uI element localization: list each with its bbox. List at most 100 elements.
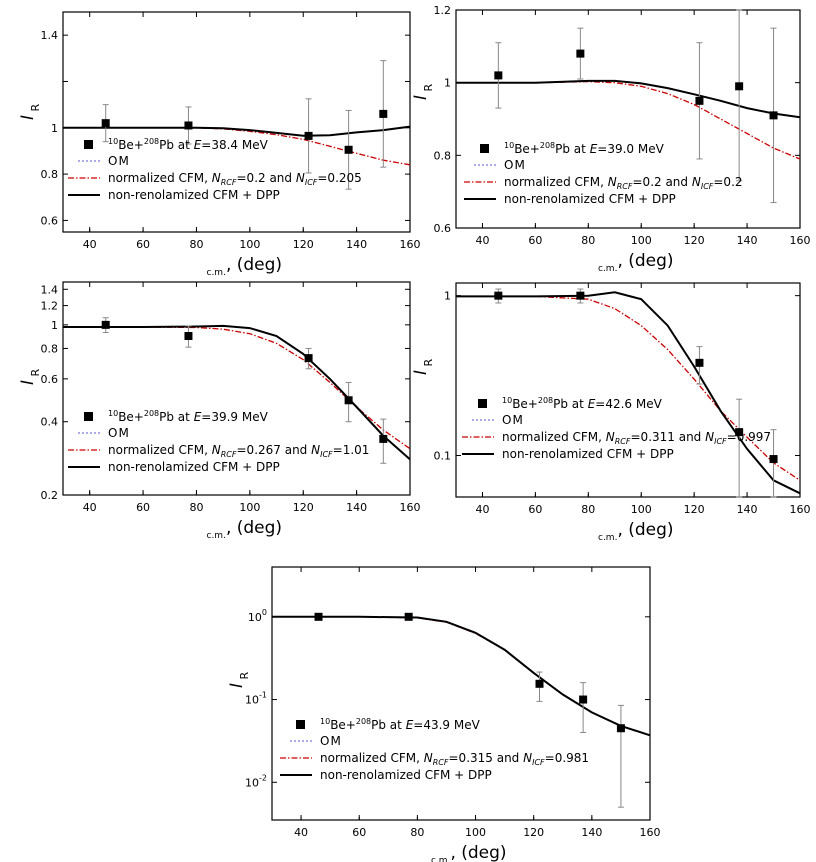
y-tick-label: 1.2 — [41, 300, 59, 313]
y-tick-label: 0.8 — [434, 149, 452, 162]
x-tick-label: 40 — [294, 826, 308, 839]
legend-label-cfm: normalized CFM, NRCF=0.2 and NICF=0.2 — [504, 175, 743, 191]
x-axis-label: c.m., (deg) — [431, 843, 507, 862]
data-point — [184, 121, 193, 130]
legend-marker-data — [480, 144, 489, 153]
y-tick-label: 1 — [51, 122, 58, 135]
x-tick-label: 40 — [475, 234, 489, 247]
y-axis-label: I R — [18, 103, 42, 120]
y-tick-label: 1 — [51, 319, 58, 332]
legend-marker-data — [84, 412, 93, 421]
x-tick-label: 60 — [528, 234, 542, 247]
x-tick-label: 120 — [684, 234, 705, 247]
x-axis-label: c.m., (deg) — [598, 520, 674, 543]
legend-label-dpp: non-renolamized CFM + DPP — [504, 192, 676, 206]
legend-label-data: 10Be+208Pb at E=38.4 MeV — [108, 137, 269, 152]
x-axis-label: c.m., (deg) — [207, 255, 283, 278]
y-axis-label: I R — [18, 368, 42, 385]
data-point — [379, 434, 388, 443]
legend-label-cfm: normalized CFM, NRCF=0.311 and NICF=0.99… — [502, 430, 771, 446]
y-tick-label: 0.1 — [434, 449, 452, 462]
plot-frame — [455, 9, 801, 229]
x-tick-label: 120 — [684, 503, 705, 516]
legend-label-dpp: non-renolamized CFM + DPP — [108, 460, 280, 474]
dpp-curve — [63, 125, 411, 137]
x-tick-label: 60 — [136, 238, 150, 251]
y-tick-label: 1 — [444, 77, 451, 90]
data-point — [576, 49, 585, 58]
y-tick-label: 0.2 — [41, 489, 59, 502]
data-point — [576, 291, 585, 300]
legend: 10Be+208Pb at E=39.0 MeV OM normalized CFM… — [464, 141, 743, 206]
x-tick-label: 80 — [189, 238, 203, 251]
legend-marker-data — [296, 720, 305, 729]
y-tick-label: 1.4 — [41, 29, 59, 42]
x-tick-label: 100 — [239, 238, 260, 251]
data-point — [101, 119, 110, 128]
x-tick-label: 140 — [737, 234, 758, 247]
data-point — [494, 291, 503, 300]
y-tick-label: 1.2 — [434, 4, 452, 17]
legend-label-om: OM — [108, 426, 130, 440]
data-point — [404, 612, 413, 621]
y-tick-label: 1.4 — [41, 283, 59, 296]
data-point — [735, 428, 744, 437]
data-point — [304, 131, 313, 140]
data-point — [769, 111, 778, 120]
data-point — [344, 396, 353, 405]
x-tick-label: 160 — [640, 826, 661, 839]
dpp-curve — [456, 291, 801, 495]
data-point — [184, 332, 193, 341]
chart-panel-3: 40 60 80 100 120 140 160 0.2 0.4 0.6 0.8 1 1.2 1.4 I R… — [18, 281, 421, 541]
legend-label-data: 10Be+208Pb at E=39.0 MeV — [504, 141, 665, 156]
x-tick-label: 140 — [737, 503, 758, 516]
y-tick-label: 1 — [444, 290, 451, 303]
x-tick-label: 160 — [790, 503, 811, 516]
legend-label-dpp: non-renolamized CFM + DPP — [320, 768, 492, 782]
y-tick-label: 0.8 — [41, 342, 59, 355]
dpp-curve — [272, 615, 651, 737]
x-axis-label: c.m., (deg) — [207, 518, 283, 541]
y-tick-label: 10-1 — [245, 691, 267, 707]
x-tick-label: 120 — [523, 826, 544, 839]
x-tick-label: 120 — [293, 238, 314, 251]
legend-label-om: OM — [320, 734, 342, 748]
dpp-curve — [63, 324, 411, 461]
data-point — [101, 320, 110, 329]
chart-panel-2: 40 60 80 100 120 140 160 0.6 0.8 1 1.2 I R c.m., (de… — [411, 4, 811, 274]
x-axis-label: c.m., (deg) — [598, 251, 674, 274]
data-point — [616, 724, 625, 733]
legend-label-om: OM — [108, 154, 130, 168]
y-tick-label: 0.6 — [41, 214, 59, 227]
x-tick-label: 40 — [475, 503, 489, 516]
x-tick-label: 60 — [528, 503, 542, 516]
y-tick-label: 0.6 — [41, 373, 59, 386]
data-point — [379, 109, 388, 118]
legend: 10Be+208Pb at E=39.9 MeV OM normalized CFM… — [68, 409, 369, 474]
data-point — [735, 82, 744, 91]
cfm-curve — [456, 295, 801, 481]
x-tick-label: 80 — [581, 234, 595, 247]
legend-label-om: OM — [502, 413, 524, 427]
data-point — [494, 71, 503, 80]
y-tick-label: 100 — [248, 608, 267, 624]
y-tick-label: 0.8 — [41, 168, 59, 181]
x-tick-label: 40 — [83, 501, 97, 514]
x-tick-label: 80 — [189, 501, 203, 514]
data-point — [579, 695, 588, 704]
legend: 10Be+208Pb at E=43.9 MeV OM normalized CFM… — [280, 717, 589, 782]
legend-label-data: 10Be+208Pb at E=43.9 MeV — [320, 717, 481, 732]
x-tick-label: 100 — [631, 234, 652, 247]
x-tick-label: 60 — [136, 501, 150, 514]
cfm-curve — [456, 80, 801, 160]
data-point — [695, 96, 704, 105]
x-tick-label: 140 — [346, 501, 367, 514]
data-point — [695, 358, 704, 367]
x-tick-label: 60 — [352, 826, 366, 839]
y-axis-label: I R — [411, 358, 435, 375]
y-tick-label: 0.4 — [41, 416, 59, 429]
plot-frame — [455, 282, 801, 498]
data-point — [314, 612, 323, 621]
x-tick-label: 160 — [400, 501, 421, 514]
